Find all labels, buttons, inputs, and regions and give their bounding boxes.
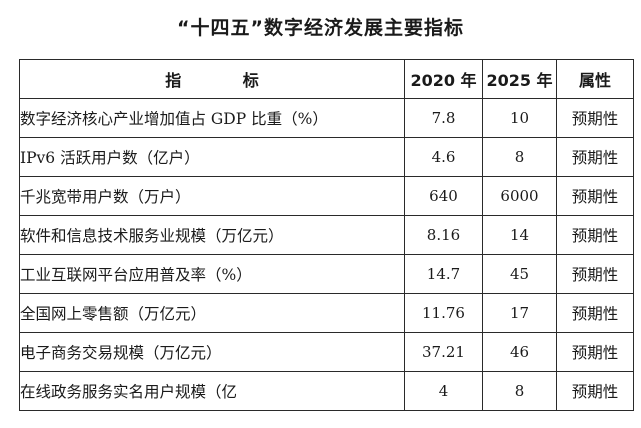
value-2025-cell: 45 <box>482 254 557 294</box>
indicators-table: 指 标 2020 年 2025 年 属性 数字经济核心产业增加值占 GDP 比重… <box>19 59 634 411</box>
table-title: “十四五”数字经济发展主要指标 <box>177 17 464 39</box>
attribute-cell: 预期性 <box>556 176 634 216</box>
value-2025-cell: 8 <box>482 137 557 177</box>
attribute-cell: 预期性 <box>556 137 634 177</box>
value-2020-cell: 640 <box>404 176 483 216</box>
indicator-cell: 工业互联网平台应用普及率（%） <box>19 254 405 294</box>
table-row: 数字经济核心产业增加值占 GDP 比重（%） 7.8 10 预期性 <box>19 98 634 138</box>
header-2020: 2020 年 <box>404 59 483 99</box>
value-2020-cell: 8.16 <box>404 215 483 255</box>
header-row: 指 标 2020 年 2025 年 属性 <box>19 59 634 99</box>
table-row: 千兆宽带用户数（万户） 640 6000 预期性 <box>19 176 634 216</box>
value-2025-cell: 8 <box>482 371 557 411</box>
attribute-cell: 预期性 <box>556 254 634 294</box>
value-2020-cell: 14.7 <box>404 254 483 294</box>
indicator-cell: IPv6 活跃用户数（亿户） <box>19 137 405 177</box>
value-2025-cell: 10 <box>482 98 557 138</box>
value-2025-cell: 14 <box>482 215 557 255</box>
header-attribute: 属性 <box>556 59 634 99</box>
table-row: 全国网上零售额（万亿元） 11.76 17 预期性 <box>19 293 634 333</box>
table-row: 工业互联网平台应用普及率（%） 14.7 45 预期性 <box>19 254 634 294</box>
indicator-cell: 在线政务服务实名用户规模（亿 <box>19 371 405 411</box>
value-2025-cell: 6000 <box>482 176 557 216</box>
table-row: 软件和信息技术服务业规模（万亿元） 8.16 14 预期性 <box>19 215 634 255</box>
indicator-cell: 千兆宽带用户数（万户） <box>19 176 405 216</box>
table-row: 在线政务服务实名用户规模（亿 4 8 预期性 <box>19 371 634 411</box>
table-row: 电子商务交易规模（万亿元） 37.21 46 预期性 <box>19 332 634 372</box>
attribute-cell: 预期性 <box>556 332 634 372</box>
header-2025: 2025 年 <box>482 59 557 99</box>
indicator-cell: 数字经济核心产业增加值占 GDP 比重（%） <box>19 98 405 138</box>
value-2020-cell: 4.6 <box>404 137 483 177</box>
value-2025-cell: 46 <box>482 332 557 372</box>
table-row: IPv6 活跃用户数（亿户） 4.6 8 预期性 <box>19 137 634 177</box>
attribute-cell: 预期性 <box>556 371 634 411</box>
value-2020-cell: 7.8 <box>404 98 483 138</box>
value-2020-cell: 4 <box>404 371 483 411</box>
attribute-cell: 预期性 <box>556 98 634 138</box>
indicator-cell: 软件和信息技术服务业规模（万亿元） <box>19 215 405 255</box>
attribute-cell: 预期性 <box>556 215 634 255</box>
value-2020-cell: 11.76 <box>404 293 483 333</box>
value-2025-cell: 17 <box>482 293 557 333</box>
value-2020-cell: 37.21 <box>404 332 483 372</box>
indicator-cell: 全国网上零售额（万亿元） <box>19 293 405 333</box>
indicator-cell: 电子商务交易规模（万亿元） <box>19 332 405 372</box>
header-indicator: 指 标 <box>19 59 405 99</box>
attribute-cell: 预期性 <box>556 293 634 333</box>
